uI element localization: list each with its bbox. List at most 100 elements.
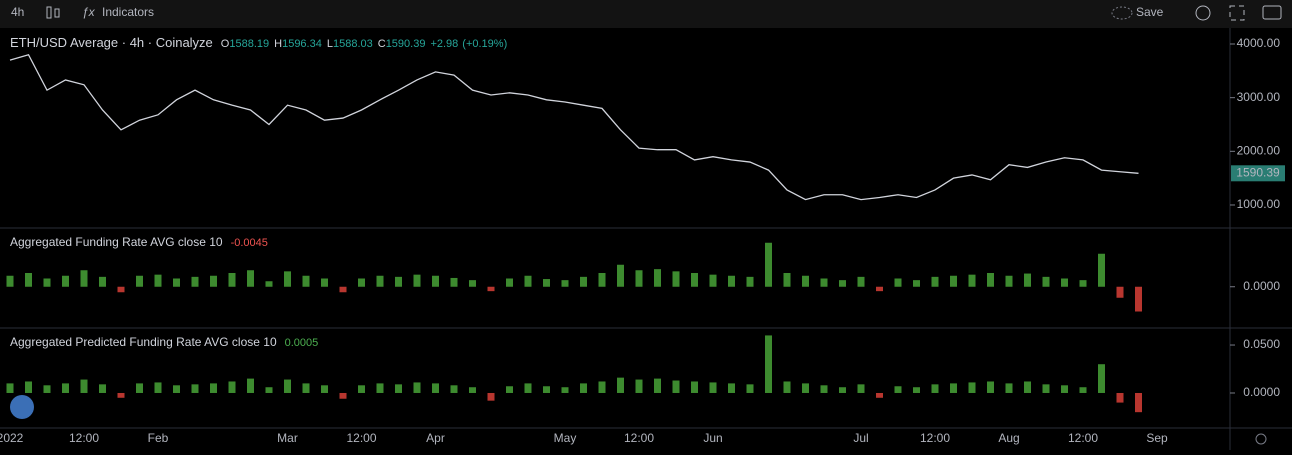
x-tick-label: Jul	[853, 431, 868, 445]
funding-bar	[672, 380, 680, 393]
candle-icon[interactable]	[46, 6, 60, 19]
funding-bar	[580, 276, 587, 287]
funding-bar	[99, 276, 106, 287]
x-tick-label: Jun	[703, 431, 722, 445]
fullscreen-icon[interactable]	[1229, 5, 1245, 21]
price-line	[9, 53, 1139, 201]
funding-bar	[635, 270, 643, 287]
funding-bar	[1079, 280, 1087, 287]
funding-bar	[931, 276, 939, 287]
funding-bar	[25, 381, 32, 393]
funding-bar	[561, 387, 569, 393]
pane-title: Aggregated Funding Rate AVG close 10	[10, 235, 223, 249]
funding-bar	[968, 274, 976, 287]
pane-legend: Aggregated Predicted Funding Rate AVG cl…	[10, 335, 318, 349]
funding-bar	[987, 273, 994, 287]
cloud-icon[interactable]	[1111, 6, 1133, 20]
funding-bar	[1042, 276, 1050, 287]
y-tick-label: 0.0000	[1243, 385, 1280, 399]
funding-bar	[783, 381, 791, 393]
funding-bar	[728, 275, 735, 287]
funding-bar	[950, 275, 957, 287]
funding-bar	[173, 385, 180, 393]
x-tick-label: Feb	[148, 431, 169, 445]
funding-bar	[857, 384, 865, 393]
y-tick-label: 0.0500	[1243, 337, 1280, 351]
funding-bar	[136, 275, 143, 287]
funding-bar	[857, 276, 865, 287]
ohlc-value: 1588.19	[229, 38, 269, 50]
funding-bar	[154, 274, 162, 287]
funding-bar	[173, 278, 180, 287]
funding-bar	[450, 385, 458, 393]
funding-bar	[876, 392, 883, 398]
funding-bar	[524, 383, 532, 393]
funding-bar	[191, 384, 199, 393]
funding-bar	[820, 385, 828, 393]
funding-bar	[765, 242, 772, 287]
funding-bar	[265, 281, 273, 287]
funding-bar	[709, 274, 717, 287]
funding-bar	[80, 270, 88, 287]
indicators-button[interactable]: Indicators	[102, 5, 154, 19]
pane-legend: Aggregated Funding Rate AVG close 10 -0.0…	[10, 235, 268, 249]
x-tick-label: 12:00	[1068, 431, 1098, 445]
ohlc-name: O	[221, 38, 230, 50]
funding-bar	[802, 383, 809, 393]
funding-bar	[6, 383, 14, 393]
funding-bar	[765, 335, 772, 393]
funding-bar	[99, 384, 106, 393]
settings-icon[interactable]	[1195, 5, 1211, 21]
change-pct: (+0.19%)	[462, 38, 507, 50]
funding-bar	[746, 384, 754, 393]
funding-bar	[506, 386, 513, 393]
save-button[interactable]: Save	[1136, 5, 1164, 19]
funding-bar	[25, 273, 32, 287]
funding-bar	[1135, 392, 1142, 413]
x-tick-label: 12:00	[69, 431, 99, 445]
axis-settings-icon[interactable]	[1255, 433, 1267, 445]
funding-bar	[321, 278, 328, 287]
last-value: -0.0045	[231, 237, 268, 249]
funding-bar	[820, 278, 828, 287]
funding-bar	[691, 273, 698, 287]
funding-bar	[62, 275, 69, 287]
last-price-box	[1231, 165, 1285, 182]
funding-bar	[413, 382, 421, 393]
funding-bar	[1116, 286, 1124, 298]
funding-bar	[598, 381, 606, 393]
funding-bar	[487, 286, 495, 292]
ohlc-value: 1596.34	[282, 38, 322, 50]
x-tick-label: 2022	[0, 431, 24, 445]
funding-bar	[1005, 275, 1013, 287]
funding-bar	[154, 382, 162, 393]
pane-title: ETH/USD Average · 4h · Coinalyze	[10, 35, 213, 50]
funding-bar	[1098, 364, 1105, 393]
pane-legend: ETH/USD Average · 4h · Coinalyze O1588.19…	[10, 35, 507, 50]
funding-bar	[43, 278, 51, 287]
funding-bar	[876, 286, 883, 292]
snapshot-icon[interactable]	[1262, 5, 1282, 20]
funding-bar	[802, 275, 809, 287]
funding-bar	[506, 278, 513, 287]
funding-bar	[469, 280, 476, 287]
timeframe-button[interactable]: 4h	[11, 5, 24, 19]
funding-bar	[228, 381, 236, 393]
y-tick-label: 0.0000	[1243, 279, 1280, 293]
funding-bar	[1116, 392, 1124, 403]
funding-bar	[247, 270, 254, 287]
logo[interactable]	[10, 395, 34, 419]
funding-bar	[654, 269, 661, 287]
fx-icon[interactable]: ƒx	[82, 5, 96, 19]
funding-bar	[931, 384, 939, 393]
funding-bar	[561, 280, 569, 287]
funding-bar	[654, 378, 661, 393]
funding-bar	[1079, 387, 1087, 393]
funding-bar	[1061, 278, 1068, 287]
funding-bar	[62, 383, 69, 393]
funding-bar	[284, 271, 291, 287]
x-tick-label: 12:00	[624, 431, 654, 445]
